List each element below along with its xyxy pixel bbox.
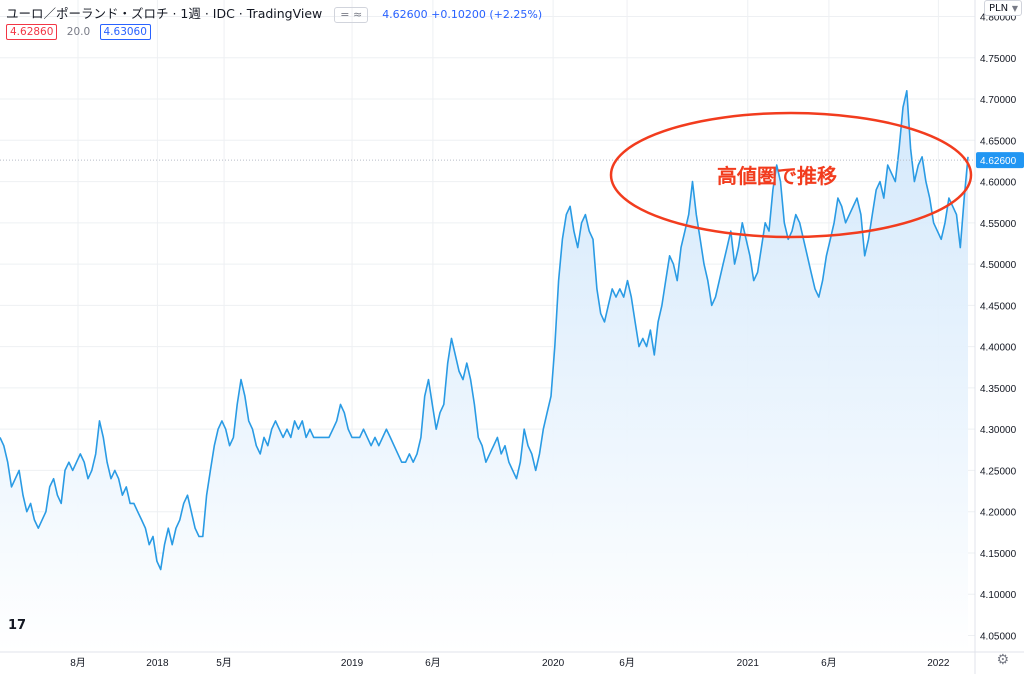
last-price-badge	[976, 152, 1024, 169]
tradingview-logo[interactable]: 17	[8, 618, 27, 633]
y-tick-label: 4.55000	[980, 219, 1017, 230]
y-tick-label: 4.45000	[980, 301, 1017, 312]
last-price-label: 4.62600	[980, 156, 1017, 167]
gear-icon[interactable]: ⚙	[996, 652, 1009, 668]
x-tick-label: 6月	[425, 657, 441, 669]
y-tick-label: 4.15000	[980, 549, 1017, 560]
x-tick-label: 5月	[216, 657, 232, 669]
y-tick-label: 4.40000	[980, 343, 1017, 354]
x-tick-label: 2020	[542, 658, 565, 669]
y-tick-label: 4.20000	[980, 508, 1017, 519]
spread-value: 20.0	[66, 26, 91, 38]
compare-toggle[interactable]: = ≈	[334, 7, 369, 23]
x-tick-label: 6月	[821, 657, 837, 669]
price-change: 4.62600 +0.10200 (+2.25%)	[382, 8, 543, 21]
y-tick-label: 4.30000	[980, 425, 1017, 436]
price-axis[interactable]: 4.80000 4.75000 4.70000 4.65000 4.60000 4.550…	[974, 0, 1024, 674]
currency-selector[interactable]: PLN ▼	[984, 0, 1022, 16]
y-tick-label: 4.05000	[980, 631, 1017, 642]
x-tick-label: 2019	[341, 658, 364, 669]
currency-label: PLN	[989, 3, 1009, 14]
symbol-title[interactable]: ユーロ／ポーランド・ズロチ · 1週 · IDC · TradingView	[6, 6, 323, 21]
chart-header: ユーロ／ポーランド・ズロチ · 1週 · IDC · TradingView =…	[6, 3, 542, 23]
y-tick-label: 4.50000	[980, 260, 1017, 271]
quote-row: 4.62860 20.0 4.63060	[6, 24, 151, 40]
series-area	[0, 90, 968, 653]
bid-price-box[interactable]: 4.62860	[6, 24, 58, 40]
annotation-text: 高値圏で推移	[717, 164, 837, 188]
annotation-ellipse	[609, 111, 973, 239]
series-line	[0, 90, 969, 571]
time-axis[interactable]: 8月 2018 5月 2019 6月 2020 6月 2021 6月 2022	[0, 651, 1024, 669]
y-tick-label: 4.80000	[980, 13, 1017, 24]
y-tick-label: 4.75000	[980, 54, 1017, 65]
y-tick-label: 4.35000	[980, 384, 1017, 395]
x-tick-label: 2018	[146, 658, 169, 669]
chevron-down-icon: ▼	[1011, 4, 1018, 13]
y-tick-label: 4.10000	[980, 590, 1017, 601]
y-tick-label: 4.65000	[980, 136, 1017, 147]
ask-price-box[interactable]: 4.63060	[99, 24, 151, 40]
x-tick-label: 2021	[737, 658, 760, 669]
x-tick-label: 6月	[619, 657, 635, 669]
y-tick-label: 4.25000	[980, 466, 1017, 477]
x-tick-label: 8月	[70, 657, 86, 669]
y-tick-label: 4.70000	[980, 95, 1017, 106]
y-tick-label: 4.60000	[980, 178, 1017, 189]
x-tick-label: 2022	[927, 658, 950, 669]
